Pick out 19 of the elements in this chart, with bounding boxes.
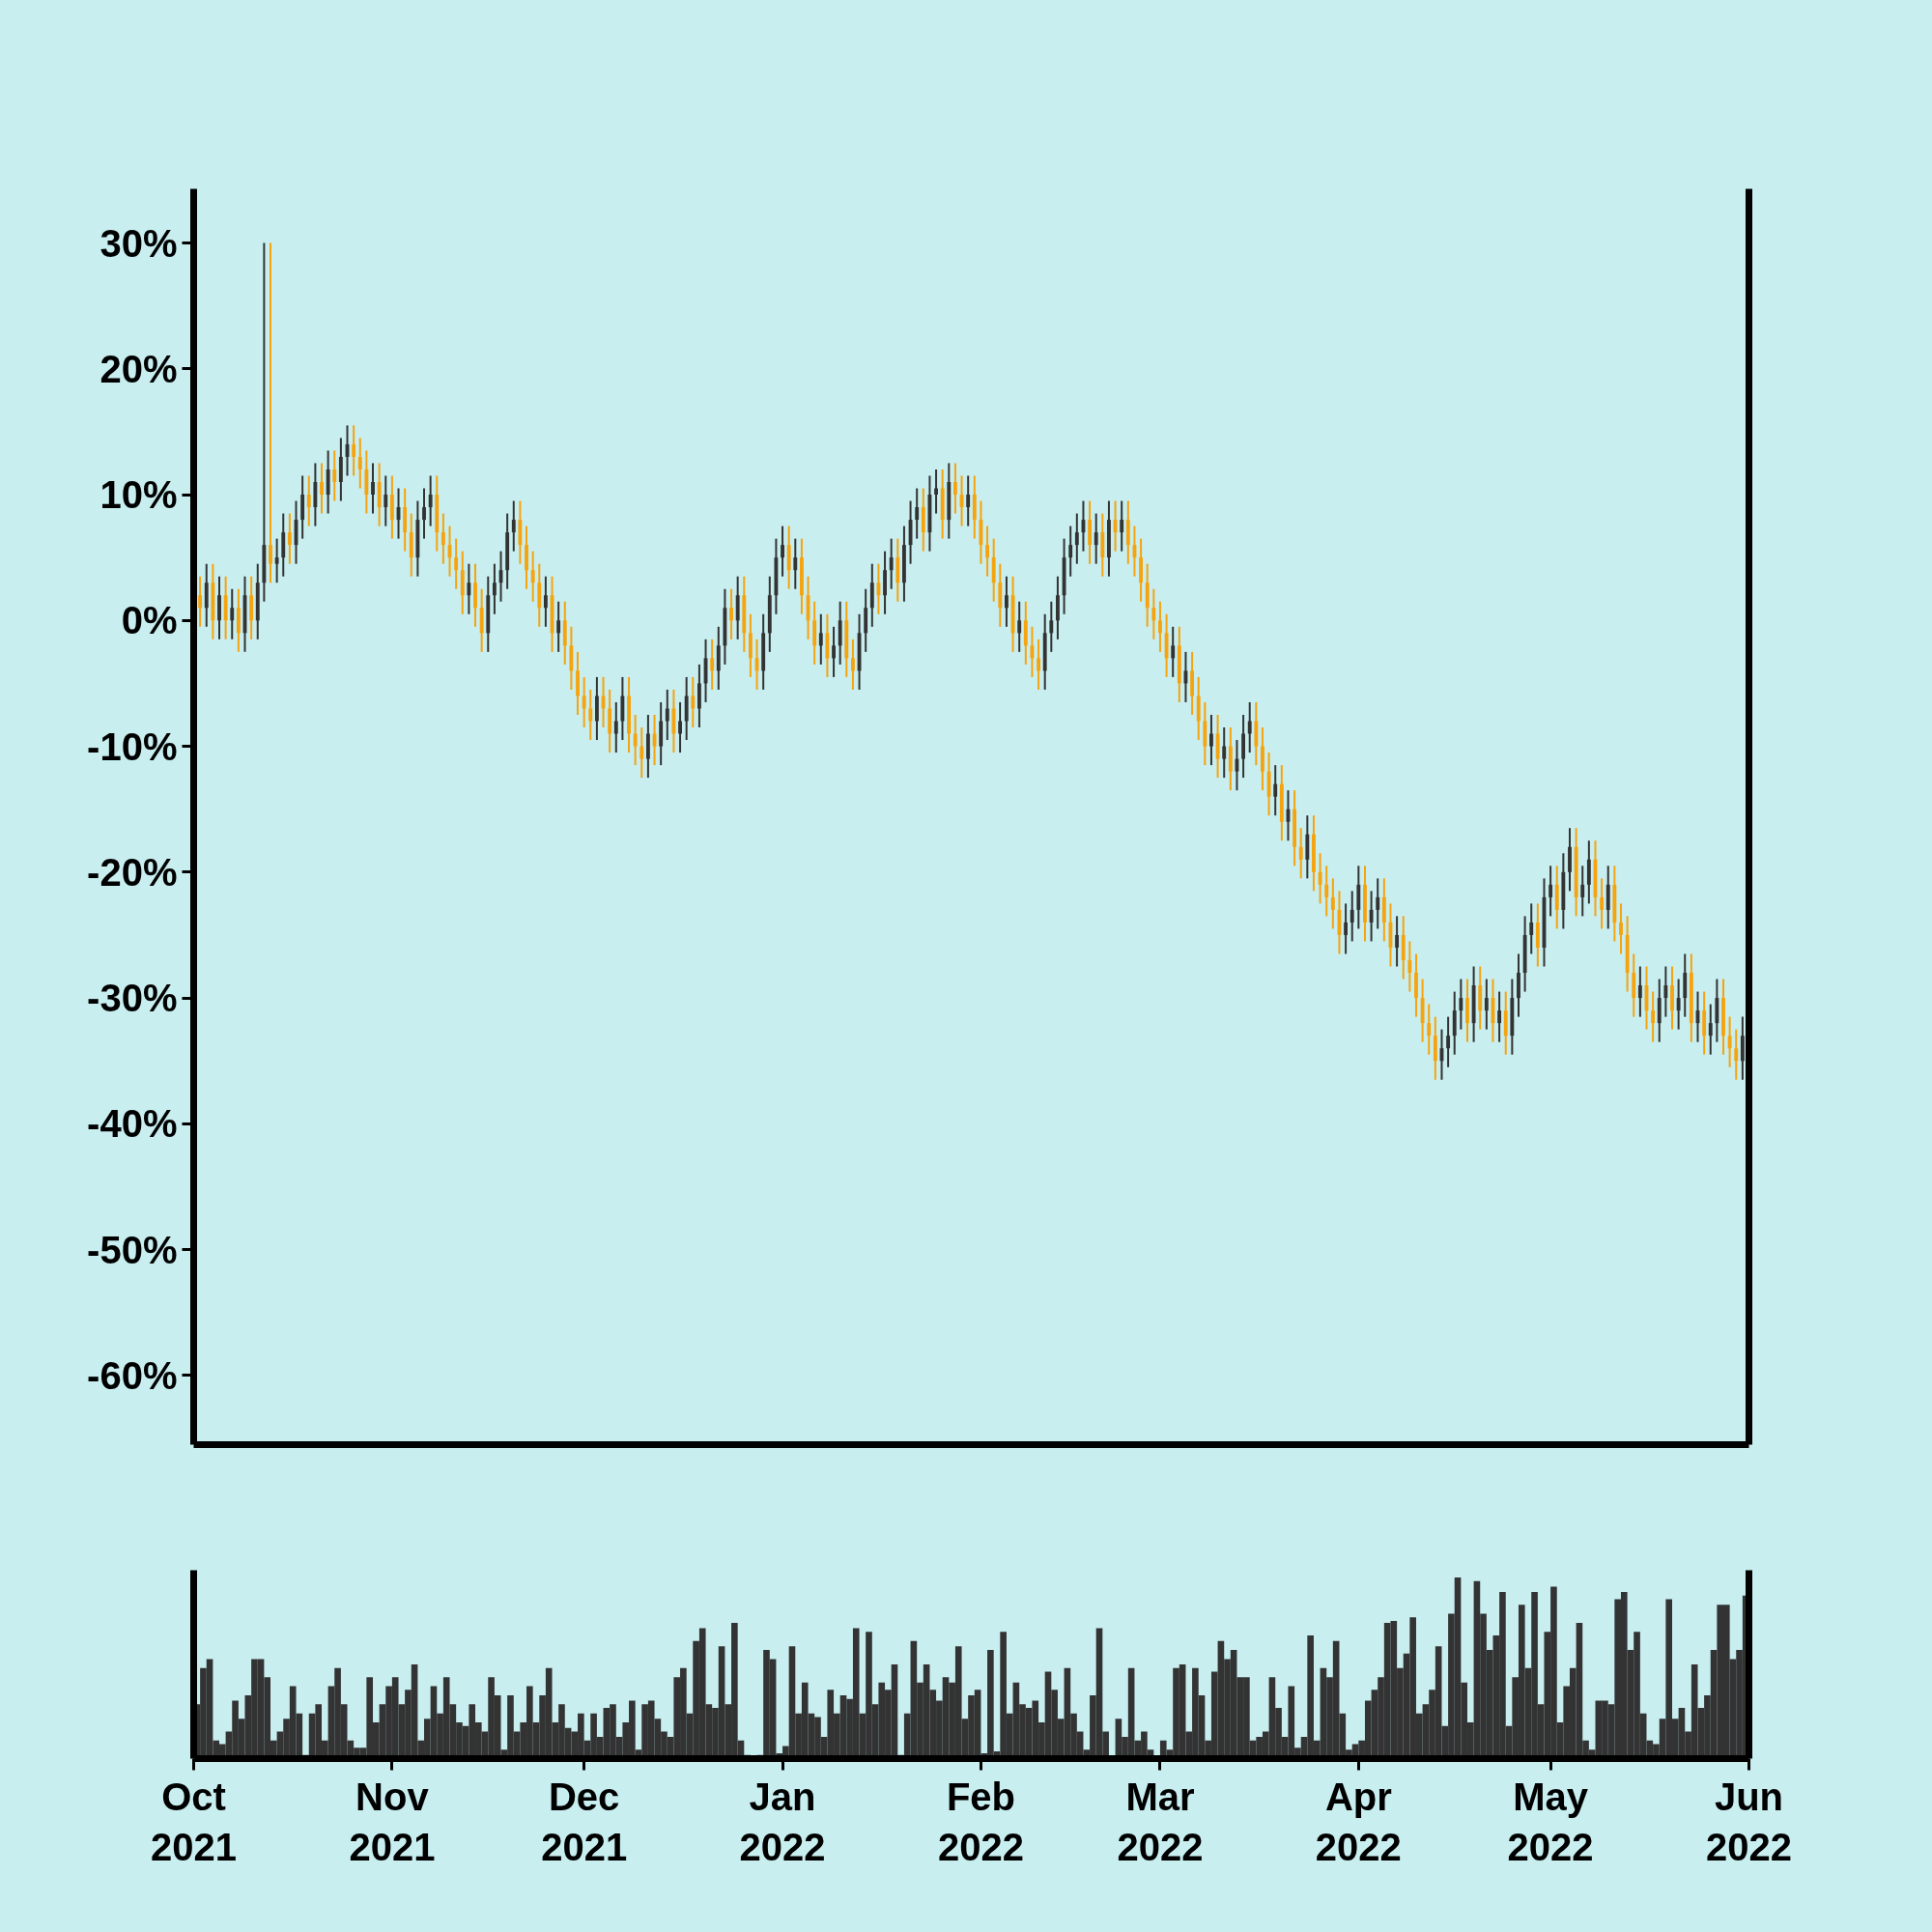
y-tick-label: -60% (87, 1353, 178, 1397)
x-tick-label: Feb 2022 (937, 1775, 1024, 1869)
x-tick-label: Jan 2022 (739, 1775, 826, 1869)
x-tick-label: Oct 2021 (151, 1775, 237, 1869)
y-tick-label: 30% (99, 221, 178, 265)
x-tick-label: Mar 2022 (1117, 1775, 1204, 1869)
y-tick-label: -10% (87, 724, 178, 768)
x-tick-label: Jun 2022 (1706, 1775, 1792, 1869)
x-tick-label: May 2022 (1507, 1775, 1594, 1869)
y-tick-label: -20% (87, 850, 178, 894)
y-tick-label: -50% (87, 1228, 178, 1271)
y-tick-label: -30% (87, 977, 178, 1020)
x-tick-label: Dec 2021 (541, 1775, 628, 1869)
y-tick-label: -40% (87, 1102, 178, 1146)
y-tick-label: 0% (121, 599, 178, 642)
y-tick-label: 10% (99, 473, 178, 517)
x-tick-label: Apr 2022 (1315, 1775, 1402, 1869)
x-tick-label: Nov 2021 (349, 1775, 436, 1869)
y-tick-label: 20% (99, 347, 178, 390)
